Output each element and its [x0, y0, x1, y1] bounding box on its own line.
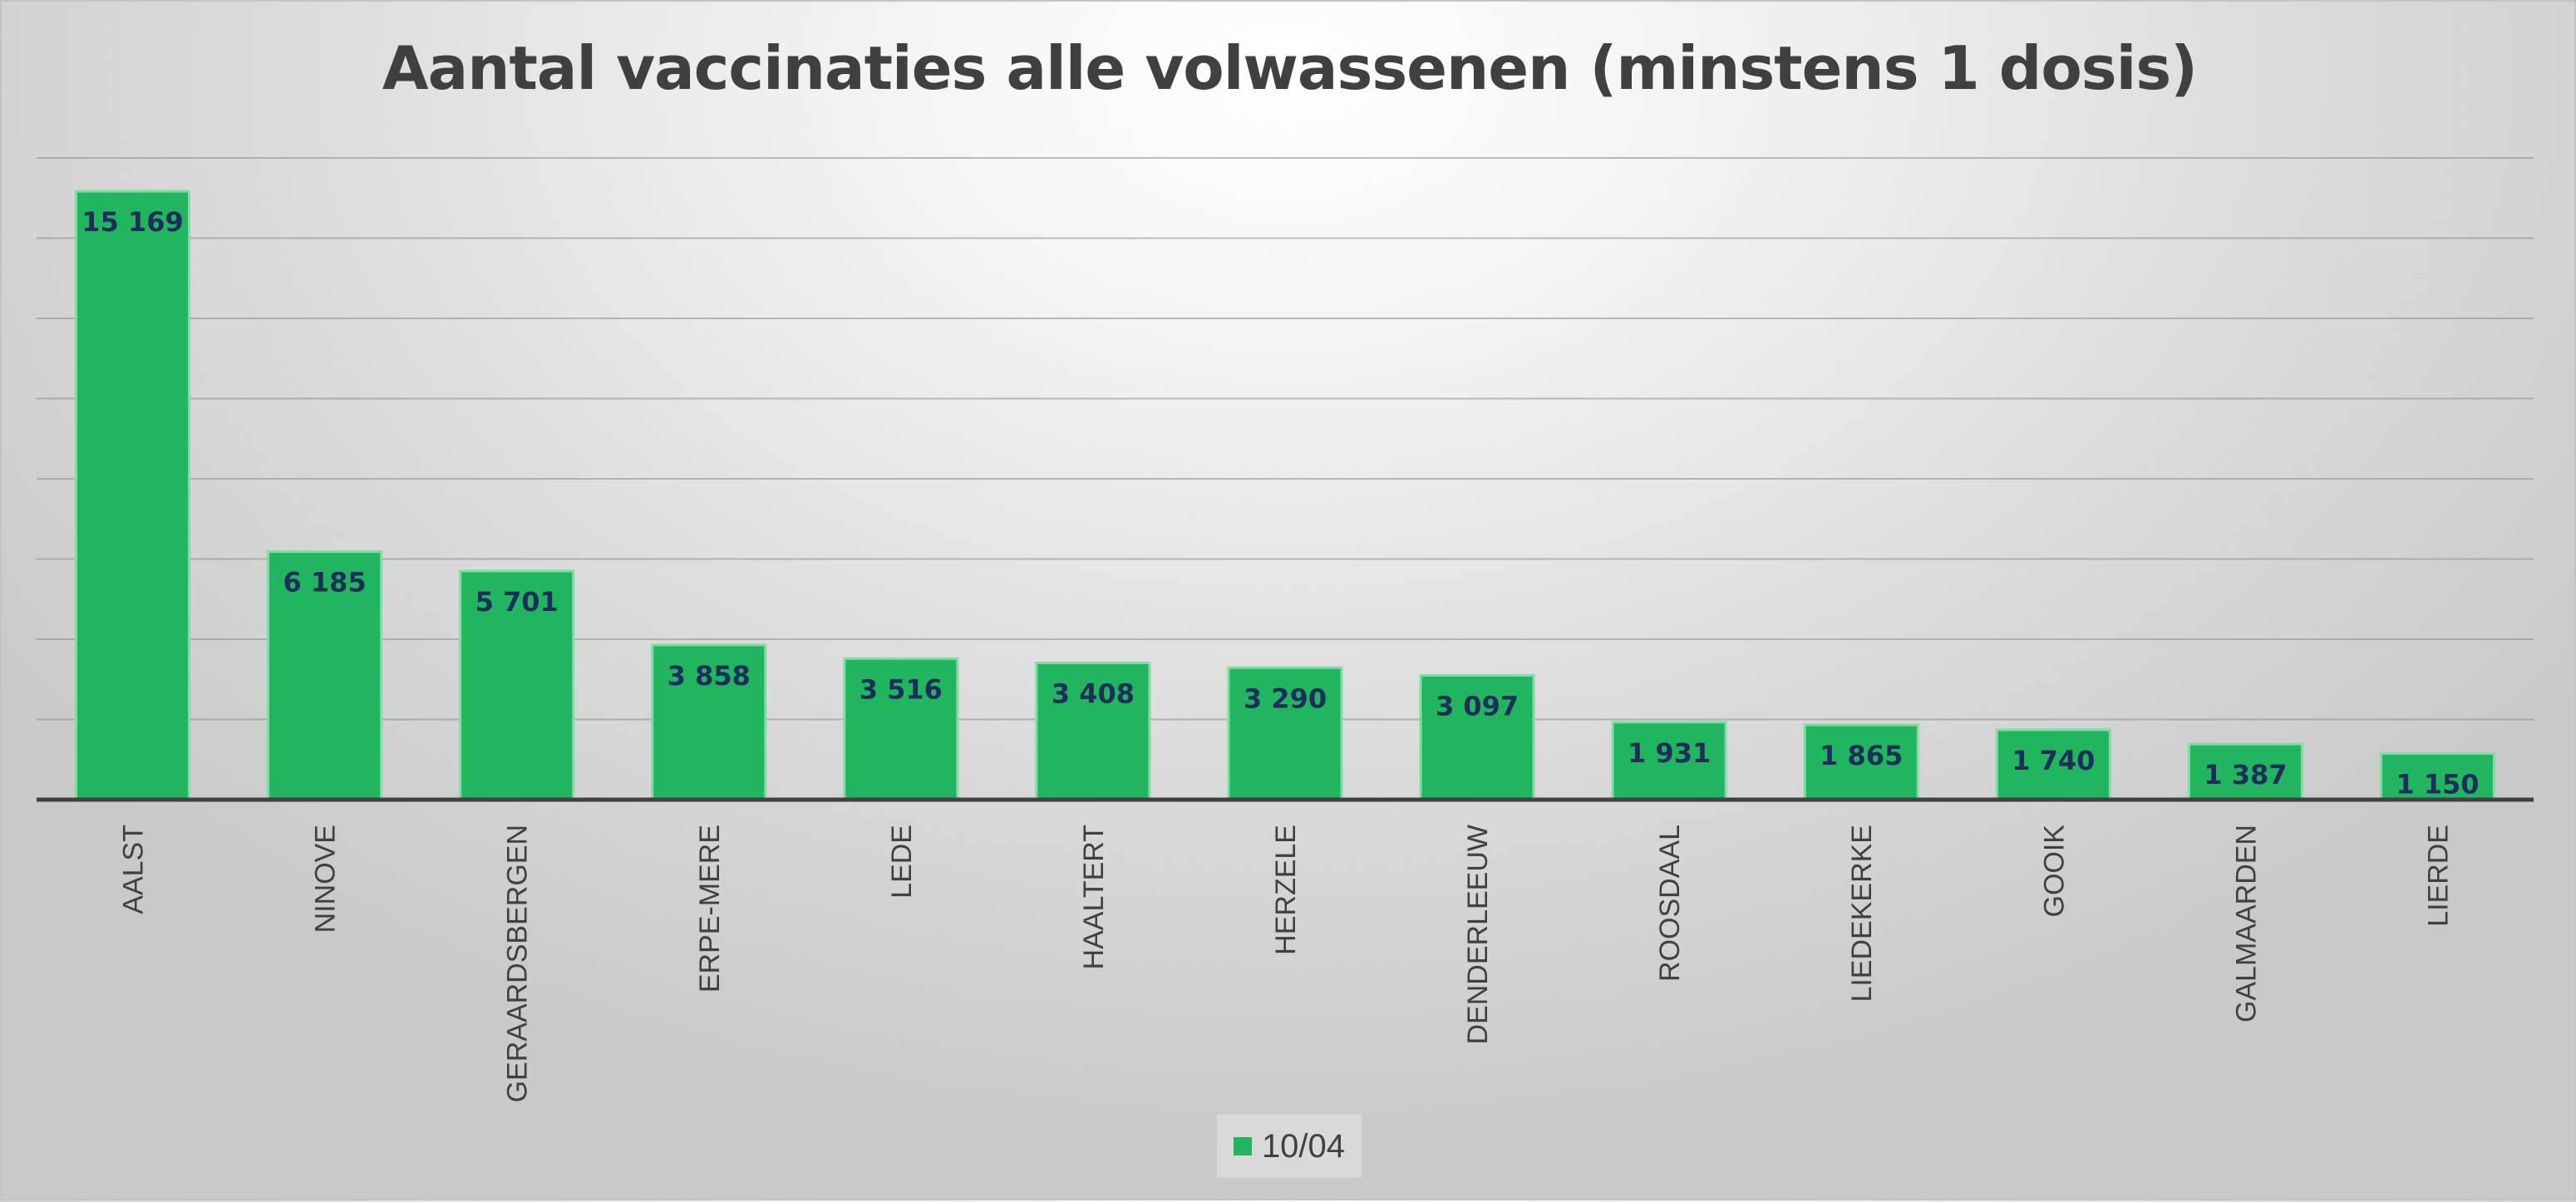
category-label: HERZELE	[1270, 825, 1302, 955]
bar-lierde	[2379, 752, 2495, 801]
data-label: 3 516	[859, 673, 943, 705]
data-label: 1 150	[2396, 769, 2479, 801]
data-label: 3 408	[1052, 678, 1135, 710]
data-label: 15 169	[81, 206, 183, 238]
bar-geraardsbergen	[459, 569, 575, 801]
bar-liedekerke	[1803, 723, 1919, 801]
bar-galmaarden	[2187, 742, 2303, 801]
bar-haaltert	[1035, 662, 1151, 801]
data-label: 1 387	[2204, 759, 2287, 791]
bar-roosdaal	[1611, 721, 1727, 801]
bar-ninove	[267, 550, 383, 801]
category-label: HAALTERT	[1078, 825, 1110, 969]
bar-gooik	[1995, 728, 2111, 801]
category-label: LEDE	[886, 825, 918, 899]
category-label: ERPE-MERE	[694, 825, 726, 993]
data-label: 1 865	[1820, 740, 1903, 771]
data-label: 1 931	[1628, 737, 1711, 769]
category-label: ROOSDAAL	[1654, 825, 1686, 982]
category-label: GALMAARDEN	[2230, 825, 2262, 1022]
bar-lede	[843, 657, 959, 801]
chart-title: Aantal vaccinaties alle volwassenen (min…	[382, 33, 2198, 103]
legend: 10/04	[1217, 1115, 1362, 1178]
data-label: 5 701	[475, 586, 559, 618]
category-label: LIERDE	[2422, 825, 2454, 927]
category-label: GOOIK	[2038, 825, 2070, 918]
data-label: 1 740	[2012, 745, 2095, 776]
bar-denderleeuw	[1419, 674, 1535, 801]
bar-aalst	[75, 190, 191, 801]
bar-herzele	[1227, 666, 1343, 801]
category-label: LIEDEKERKE	[1846, 825, 1878, 1002]
category-label: DENDERLEEUW	[1462, 825, 1494, 1044]
legend-label: 10/04	[1261, 1127, 1346, 1165]
data-label: 3 097	[1436, 691, 1519, 722]
data-label: 3 858	[667, 660, 751, 692]
data-label: 3 290	[1244, 682, 1327, 714]
category-label: AALST	[118, 825, 150, 914]
category-label: GERAARDSBERGEN	[502, 825, 534, 1102]
bar-erpe-mere	[651, 643, 767, 801]
category-label: NINOVE	[310, 825, 342, 933]
data-label: 6 185	[283, 567, 367, 599]
legend-swatch	[1233, 1137, 1252, 1155]
